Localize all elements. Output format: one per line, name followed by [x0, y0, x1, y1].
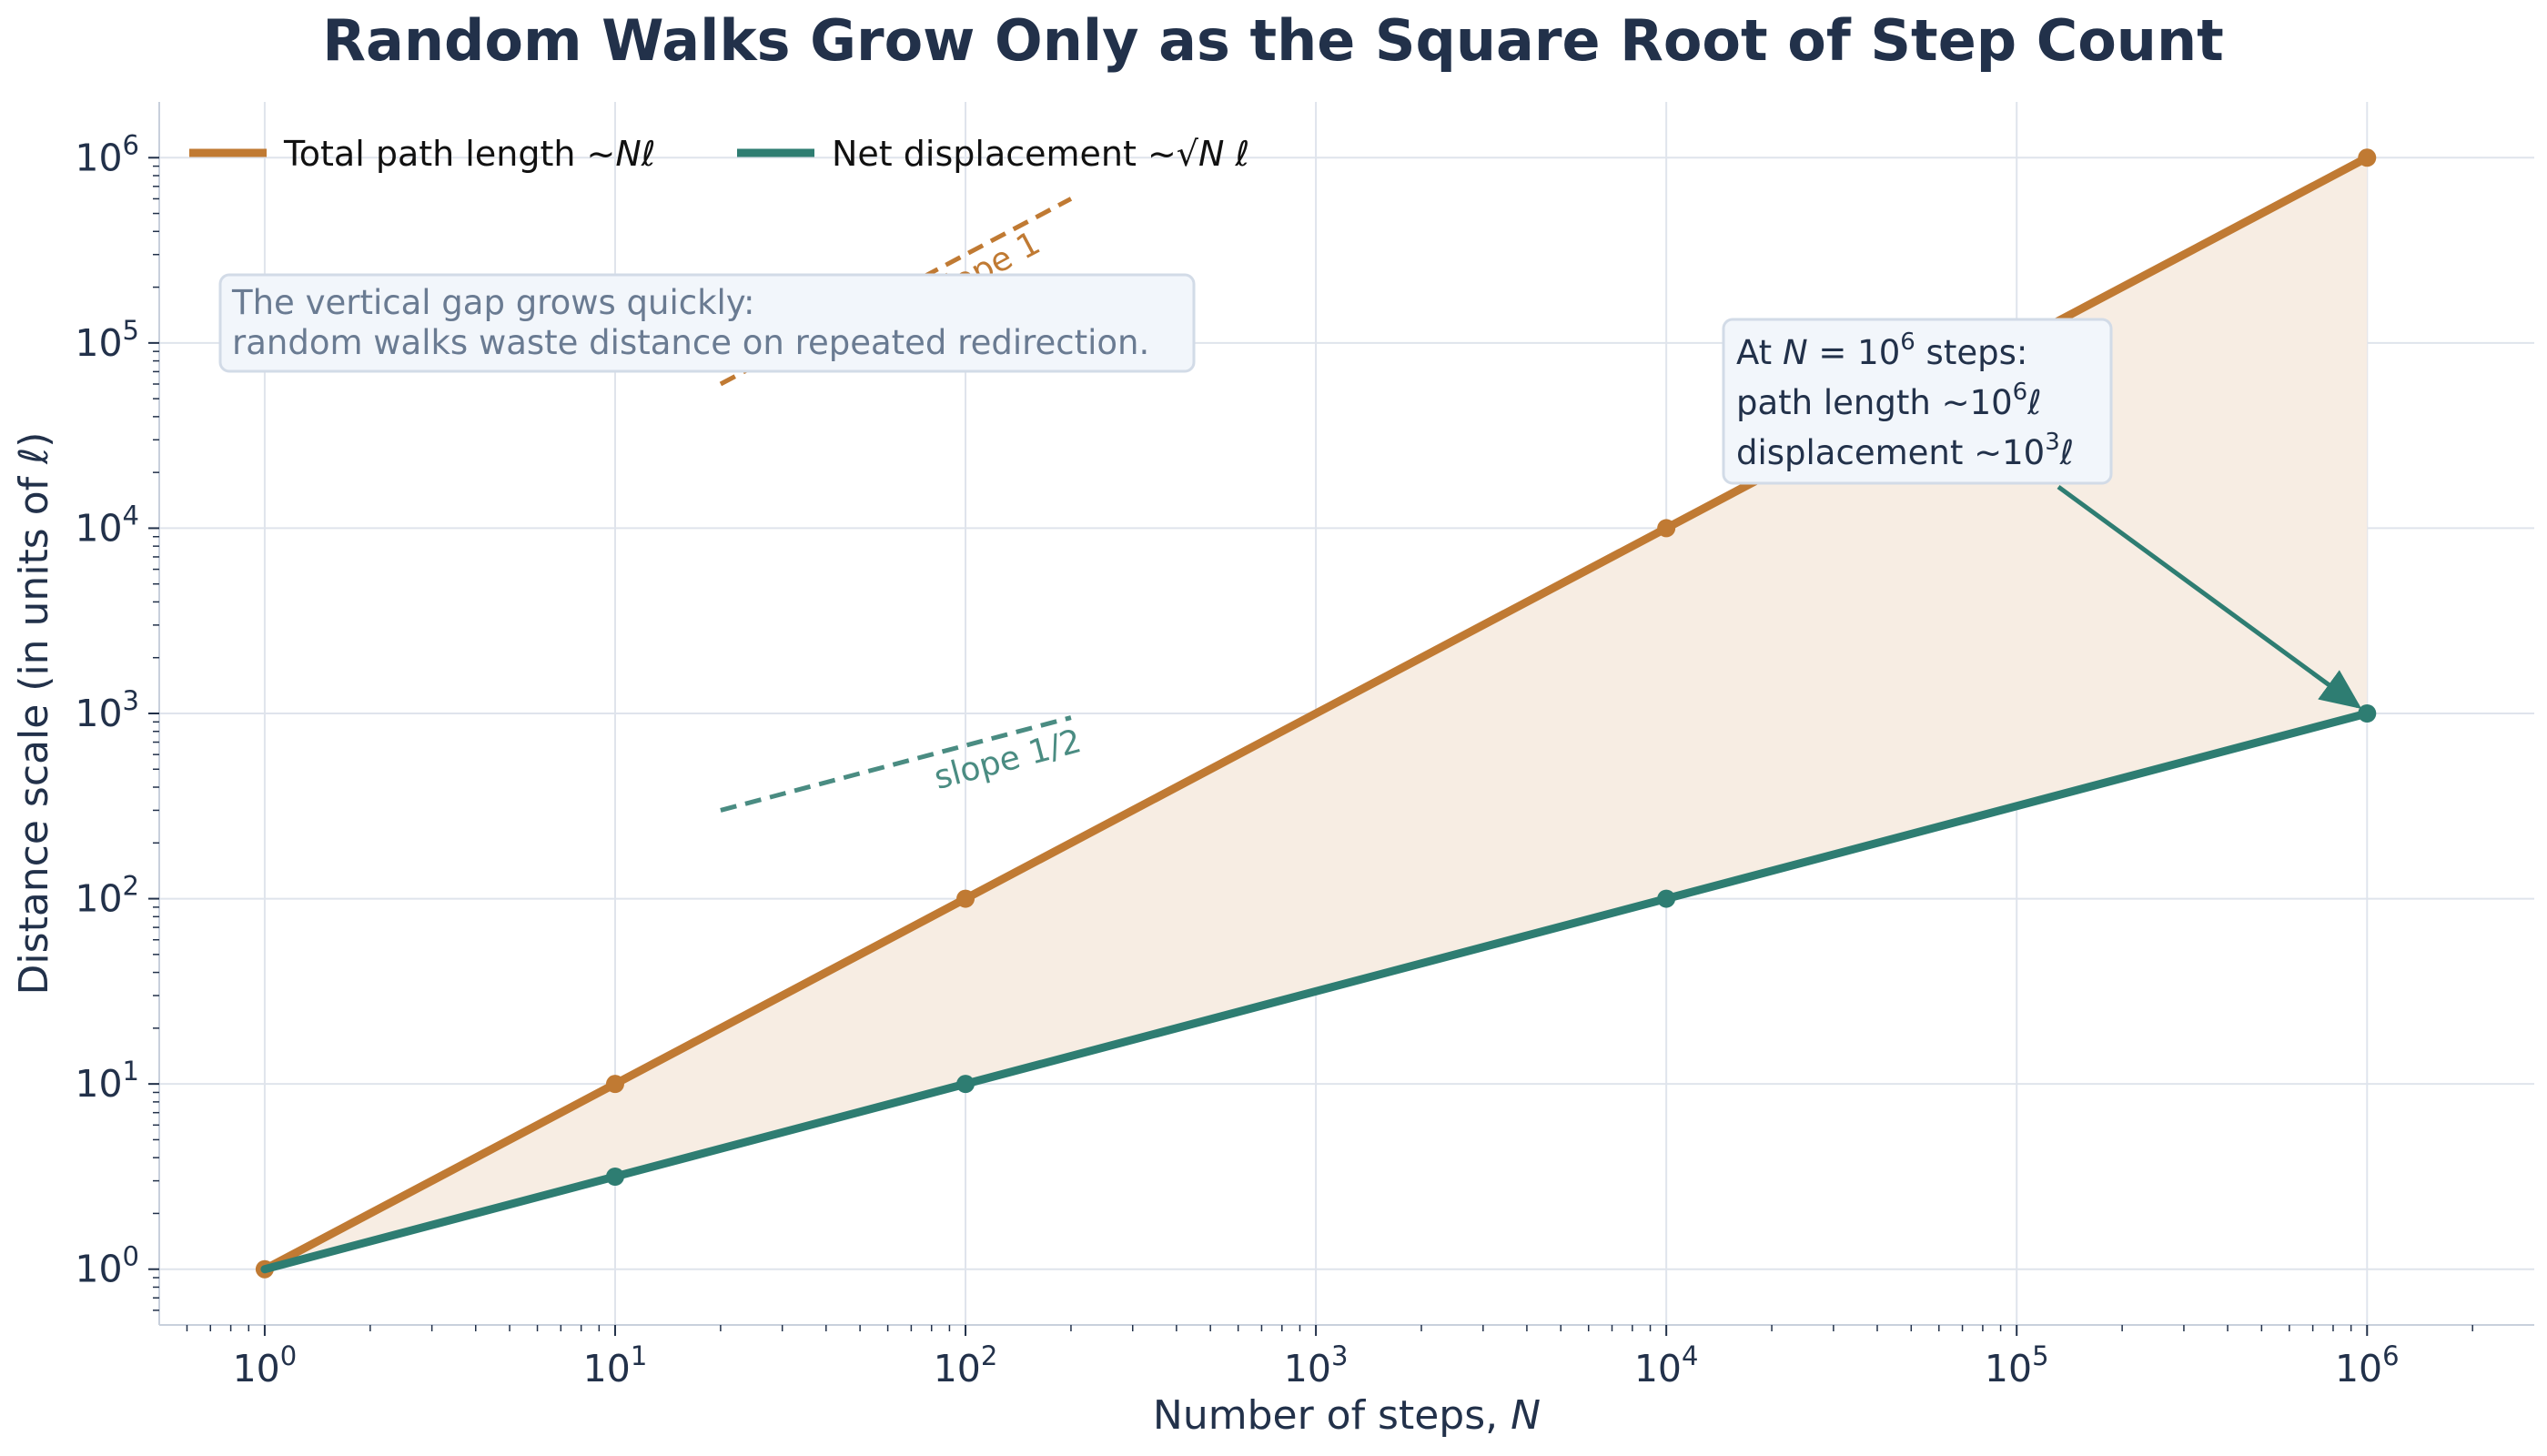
y-tick-label: 106	[75, 129, 139, 179]
y-tick-label: 100	[75, 1241, 139, 1291]
legend-label-path-length: Total path length ~Nℓ	[283, 134, 655, 174]
y-tick-label: 102	[75, 871, 139, 921]
series-1-point	[1657, 519, 1676, 538]
y-tick-label: 103	[75, 685, 139, 735]
y-axis-label: Distance scale (in units of ℓ)	[11, 432, 57, 996]
x-tick-label: 106	[2335, 1340, 2400, 1390]
series-1-point	[605, 1075, 624, 1094]
slope-guide-line-2	[720, 715, 1072, 813]
callout-line-2: path length ~106ℓ	[1736, 379, 2042, 422]
gap-note-box: The vertical gap grows quickly: random w…	[218, 273, 1196, 373]
x-tick-label: 100	[233, 1340, 298, 1390]
callout-arrow	[2057, 484, 2362, 709]
x-tick-label: 105	[1985, 1340, 2049, 1390]
y-tick-label: 101	[75, 1056, 139, 1106]
series-2-point	[605, 1167, 624, 1186]
x-tick-label: 101	[583, 1340, 648, 1390]
x-tick-label: 104	[1634, 1340, 1699, 1390]
legend-label-displacement: Net displacement ~√N ℓ	[832, 134, 1249, 174]
y-tick-label: 104	[75, 500, 139, 550]
x-tick-label: 102	[934, 1340, 998, 1390]
x-tick-label: 103	[1284, 1340, 1349, 1390]
chart-title: Random Walks Grow Only as the Square Roo…	[322, 7, 2223, 74]
slope-guide-label-2: slope 1/2	[930, 723, 1085, 797]
series-2-point	[1657, 889, 1676, 908]
callout-line-3: displacement ~103ℓ	[1736, 429, 2074, 472]
series-2-point	[2358, 704, 2377, 723]
series-1-point	[2358, 148, 2377, 167]
legend: Total path length ~Nℓ Net displacement ~…	[189, 134, 1249, 174]
callout-box: At N = 106 steps: path length ~106ℓ disp…	[1722, 318, 2362, 709]
callout-line-1: At N = 106 steps:	[1736, 329, 2027, 372]
gap-note-line-2: random walks waste distance on repeated …	[232, 323, 1149, 362]
y-tick-label: 105	[75, 315, 139, 365]
gap-note-line-1: The vertical gap grows quickly:	[231, 283, 754, 322]
series-2-point	[956, 1075, 975, 1094]
series-1-point	[956, 889, 975, 908]
ticks: 100 101 102 103 104 105 106 100 101 102 103 104 105 1…	[75, 129, 2473, 1390]
x-axis-label: Number of steps, N	[1153, 1392, 1541, 1439]
